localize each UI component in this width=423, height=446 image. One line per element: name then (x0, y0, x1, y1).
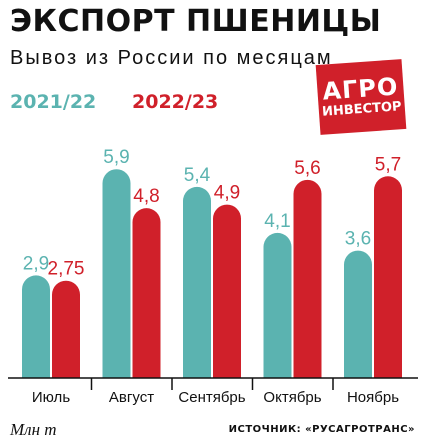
x-tick-label-5: Ноябрь (347, 389, 399, 406)
data-label-2022-23-3: 4,9 (214, 183, 240, 204)
bar-chart: 2,92,75 5,94,8 5,44,9 4,1 5,6 3,6 5,7 Июль Авгус… (0, 147, 423, 420)
x-tick-label-2: Август (109, 389, 154, 406)
x-tick-label-4: Октябрь (263, 389, 321, 406)
data-label-2022-23-2: 4,8 (133, 186, 159, 207)
bar-2021-22-1 (22, 275, 50, 392)
bar-2022-23-3 (213, 204, 241, 392)
x-tick-label-3: Сентябрь (178, 389, 245, 406)
x-tick-label-1: Июль (32, 389, 70, 406)
legend-item-2021-22: 2021/22 (10, 91, 97, 113)
unit-label: Млн т (10, 420, 57, 439)
data-label-2021-22-2: 5,9 (103, 147, 129, 168)
bar-2022-23-4 (293, 179, 322, 392)
source-label: ИСТОЧНИК: «РУСАГРОТРАНС» (228, 424, 415, 435)
data-label-2021-22-5: 3,6 (345, 229, 371, 250)
legend-item-2022-23: 2022/23 (132, 91, 219, 113)
bar-2021-22-2 (102, 169, 131, 392)
chart-title: ЭКСПОРТ ПШЕНИЦЫ (10, 4, 382, 39)
bar-2021-22-4 (263, 232, 292, 392)
bar-2022-23-2 (132, 208, 161, 392)
data-label-2022-23-5: 5,7 (375, 154, 401, 175)
data-label-2021-22-1: 2,9 (23, 253, 49, 274)
data-label-2022-23-1: 2,75 (48, 259, 85, 280)
data-label-2021-22-4: 4,1 (264, 211, 290, 232)
bar-2022-23-5 (374, 176, 402, 392)
data-label-2021-22-3: 5,4 (184, 165, 211, 186)
chart-subtitle: Вывоз из России по месяцам (10, 47, 333, 69)
data-label-2022-23-4: 5,6 (294, 158, 320, 179)
bar-2022-23-1 (52, 280, 80, 392)
bar-2021-22-5 (344, 250, 372, 392)
bar-2021-22-3 (183, 186, 211, 392)
axis-mask (0, 378, 423, 420)
